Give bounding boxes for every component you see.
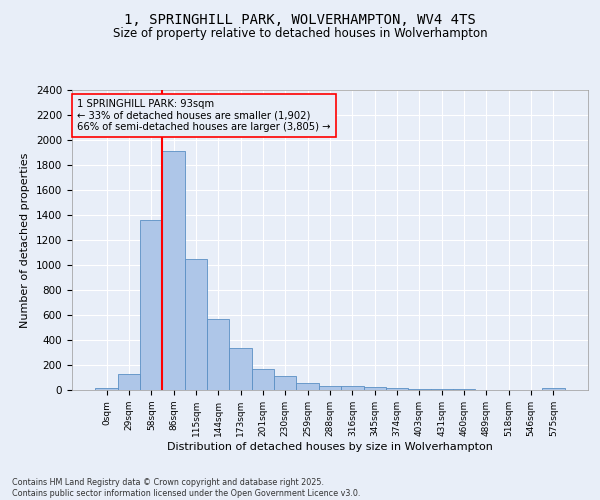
Bar (163, 151, 185, 390)
Bar (229, 348, 252, 390)
Bar (140, 220, 163, 390)
Bar (207, 320, 229, 390)
Bar (252, 369, 274, 390)
Bar (364, 387, 386, 390)
Bar (118, 374, 140, 390)
Text: Contains HM Land Registry data © Crown copyright and database right 2025.
Contai: Contains HM Land Registry data © Crown c… (12, 478, 361, 498)
Text: Size of property relative to detached houses in Wolverhampton: Size of property relative to detached ho… (113, 28, 487, 40)
Text: 1 SPRINGHILL PARK: 93sqm
← 33% of detached houses are smaller (1,902)
66% of sem: 1 SPRINGHILL PARK: 93sqm ← 33% of detach… (77, 99, 331, 132)
Bar (341, 386, 364, 390)
Bar (319, 386, 341, 390)
Bar (296, 382, 319, 390)
Bar (95, 388, 118, 390)
X-axis label: Distribution of detached houses by size in Wolverhampton: Distribution of detached houses by size … (167, 442, 493, 452)
Bar (274, 376, 296, 390)
Bar (542, 388, 565, 390)
Bar (185, 259, 207, 390)
Bar (386, 388, 408, 390)
Text: 1, SPRINGHILL PARK, WOLVERHAMPTON, WV4 4TS: 1, SPRINGHILL PARK, WOLVERHAMPTON, WV4 4… (124, 12, 476, 26)
Y-axis label: Number of detached properties: Number of detached properties (20, 152, 31, 328)
